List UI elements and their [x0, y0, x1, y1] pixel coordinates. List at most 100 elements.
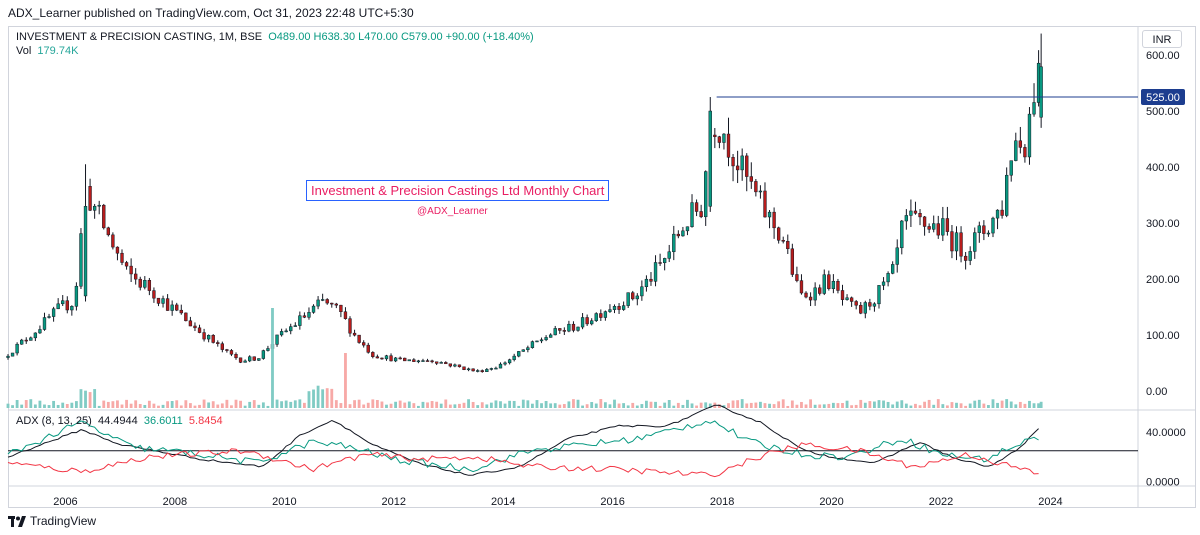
symbol-name: INVESTMENT & PRECISION CASTING, 1M, BSE	[16, 31, 263, 43]
volume-bar	[873, 401, 876, 408]
footer-brand[interactable]: TradingView	[8, 512, 96, 530]
candle-body	[754, 181, 758, 193]
candle-body	[97, 204, 101, 207]
candle-body	[982, 225, 986, 234]
candle-body	[24, 339, 28, 342]
chart-annotation-handle[interactable]: @ADX_Learner	[417, 206, 488, 217]
volume-bar	[494, 400, 498, 408]
price-tick-label: 200.00	[1146, 274, 1180, 286]
volume-bar	[950, 402, 954, 408]
volume-bar	[622, 403, 626, 408]
candle-body	[92, 205, 97, 211]
volume-bar	[904, 403, 908, 408]
candle-body	[29, 337, 33, 341]
volume-bar	[968, 403, 972, 408]
volume-bar	[439, 403, 443, 408]
volume-bar	[526, 400, 530, 408]
publish-info: ADX_Learner published on TradingView.com…	[8, 6, 414, 20]
candle-body	[248, 356, 252, 362]
candle-body	[357, 334, 361, 343]
volume-bar	[166, 401, 170, 408]
volume-bar	[599, 399, 603, 408]
volume-bar	[1028, 400, 1031, 408]
volume-bar	[211, 401, 215, 408]
publish-header: ADX_Learner published on TradingView.com…	[0, 0, 1200, 26]
candle-body	[257, 358, 261, 361]
volume-bar	[562, 404, 566, 408]
volume-bar	[508, 400, 512, 408]
volume-bar	[567, 401, 571, 408]
volume-bar	[722, 405, 726, 408]
candle-body	[717, 136, 722, 143]
candle-body	[608, 309, 612, 312]
candle-body	[590, 320, 594, 325]
volume-bar	[987, 405, 990, 408]
candle-body	[758, 190, 763, 193]
candle-body	[849, 297, 854, 302]
volume-bar	[686, 399, 689, 408]
volume-label: Vol	[16, 45, 32, 57]
candle-body	[740, 155, 744, 171]
volume-bar	[348, 404, 352, 408]
candle-body	[927, 226, 931, 230]
candle-body	[430, 360, 434, 363]
candle-body	[161, 298, 165, 304]
candle-body	[1014, 140, 1018, 161]
volume-bar	[676, 402, 680, 408]
chart-annotation-title[interactable]: Investment & Precision Castings Ltd Mont…	[306, 180, 610, 201]
chart-frame	[8, 26, 1196, 508]
candle-body	[913, 210, 918, 214]
volume-bar	[444, 399, 448, 408]
volume-bar	[266, 405, 270, 408]
candle-body	[138, 278, 142, 288]
currency-button[interactable]: INR	[1142, 30, 1182, 48]
volume-bar	[594, 403, 598, 408]
volume-bar	[635, 405, 639, 408]
candle-body	[553, 328, 557, 336]
volume-bar	[161, 404, 165, 408]
candle-body	[886, 273, 890, 283]
candle-body	[70, 306, 74, 311]
volume-bar	[590, 402, 594, 408]
volume-bar	[453, 404, 457, 408]
minus-di-value: 5.8454	[188, 415, 223, 427]
volume-bar	[626, 405, 630, 408]
volume-bar	[850, 405, 854, 408]
volume-bar	[544, 401, 548, 408]
volume-bar	[248, 401, 252, 408]
candle-body	[959, 232, 963, 257]
volume-bar	[909, 405, 913, 408]
volume-bar	[29, 399, 33, 408]
candle-body	[681, 230, 685, 237]
candle-body	[799, 280, 804, 294]
volume-bar	[777, 401, 781, 408]
volume-bar	[576, 399, 580, 408]
volume-bar	[129, 403, 133, 408]
candle-body	[512, 355, 516, 360]
candle-body	[704, 171, 708, 218]
candle-body	[544, 337, 548, 341]
volume-bar	[708, 403, 712, 408]
candle-body	[840, 290, 845, 300]
volume-bar	[6, 403, 10, 408]
candle-body	[804, 292, 808, 298]
candle-body	[854, 301, 858, 306]
volume-bar	[804, 404, 808, 408]
volume-bar	[517, 405, 521, 408]
volume-bar	[24, 400, 28, 408]
candle-body	[781, 240, 785, 242]
volume-bar	[1037, 403, 1041, 408]
candle-body	[165, 298, 170, 311]
price-level-tag	[1141, 89, 1185, 106]
candle-body	[42, 317, 47, 330]
price-tick-label: 0.00	[1146, 386, 1167, 398]
volume-bar	[334, 400, 338, 408]
volume-bar	[485, 404, 489, 408]
volume-value: 179.74K	[37, 45, 79, 57]
candle-body	[416, 360, 421, 363]
candle-body	[56, 303, 60, 310]
volume-bar	[818, 404, 822, 408]
volume-bar	[754, 402, 758, 408]
candle-body	[822, 274, 826, 294]
